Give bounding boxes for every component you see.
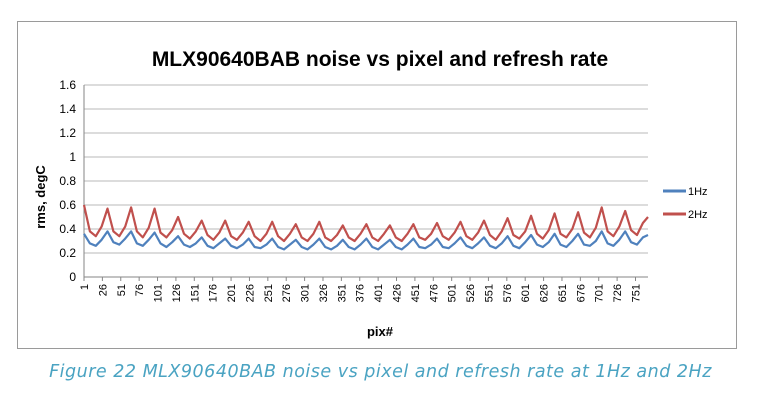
series-line-2Hz xyxy=(82,204,649,243)
x-tick-label-4: 101 xyxy=(153,284,165,302)
y-tick-label-0: 0 xyxy=(69,270,76,284)
x-tick-label-0: 1 xyxy=(79,284,91,290)
y-axis-ticks: 0 0.2 0.4 0.6 0.8 1 1.2 1.4 1.6 xyxy=(59,78,76,284)
chart-title: MLX90640BAB noise vs pixel and refresh r… xyxy=(152,48,608,71)
x-tick-label-21: 526 xyxy=(465,284,477,302)
x-tick-label-24: 601 xyxy=(520,284,532,302)
x-tick-label-2: 51 xyxy=(116,284,128,296)
x-tick-label-6: 151 xyxy=(189,284,201,302)
x-tick-label-30: 751 xyxy=(630,284,642,302)
legend: 1Hz 2Hz xyxy=(663,186,708,221)
x-tick-label-27: 676 xyxy=(575,284,587,302)
legend-label-1Hz: 1Hz xyxy=(688,186,708,198)
x-tick-label-8: 201 xyxy=(226,284,238,302)
series-lines xyxy=(82,204,649,251)
y-tick-label-4: 0.8 xyxy=(59,174,76,188)
x-tick-label-5: 126 xyxy=(171,284,183,302)
x-tick-label-28: 701 xyxy=(594,284,606,302)
y-tick-label-8: 1.6 xyxy=(59,78,76,92)
x-tick-label-12: 301 xyxy=(300,284,312,302)
x-tick-label-19: 476 xyxy=(428,284,440,302)
x-axis-ticks: 1 26 51 76 101 126 151 176 201 226 251 276 301 326 351… xyxy=(79,277,642,302)
y-tick-label-2: 0.4 xyxy=(59,222,76,236)
x-tick-label-26: 651 xyxy=(557,284,569,302)
x-tick-label-25: 626 xyxy=(539,284,551,302)
x-tick-label-7: 176 xyxy=(208,284,220,302)
x-tick-label-16: 401 xyxy=(373,284,385,302)
x-tick-label-10: 251 xyxy=(263,284,275,302)
x-tick-label-17: 426 xyxy=(392,284,404,302)
x-tick-label-9: 226 xyxy=(244,284,256,302)
x-axis-label: pix# xyxy=(367,324,394,339)
x-tick-label-23: 576 xyxy=(502,284,514,302)
x-tick-label-11: 276 xyxy=(281,284,293,302)
x-tick-label-18: 451 xyxy=(410,284,422,302)
chart-svg: MLX90640BAB noise vs pixel and refresh r… xyxy=(33,48,708,339)
y-tick-label-5: 1 xyxy=(69,150,76,164)
gridlines xyxy=(83,84,648,278)
series-line-1Hz xyxy=(83,230,649,251)
figure-caption: Figure 22 MLX90640BAB noise vs pixel and… xyxy=(49,362,712,382)
x-tick-label-20: 501 xyxy=(447,284,459,302)
x-tick-label-3: 76 xyxy=(134,284,146,296)
legend-label-2Hz: 2Hz xyxy=(688,209,708,221)
x-tick-label-29: 726 xyxy=(612,284,624,302)
y-tick-label-7: 1.4 xyxy=(59,102,76,116)
x-tick-label-15: 376 xyxy=(355,284,367,302)
y-tick-label-6: 1.2 xyxy=(59,126,76,140)
chart-frame: MLX90640BAB noise vs pixel and refresh r… xyxy=(17,21,737,349)
y-axis-label: rms, degC xyxy=(33,165,48,229)
y-tick-label-3: 0.6 xyxy=(59,198,76,212)
y-tick-label-1: 0.2 xyxy=(59,246,76,260)
x-tick-label-1: 26 xyxy=(97,284,109,296)
x-tick-label-22: 551 xyxy=(483,284,495,302)
x-tick-label-14: 351 xyxy=(336,284,348,302)
x-tick-label-13: 326 xyxy=(318,284,330,302)
